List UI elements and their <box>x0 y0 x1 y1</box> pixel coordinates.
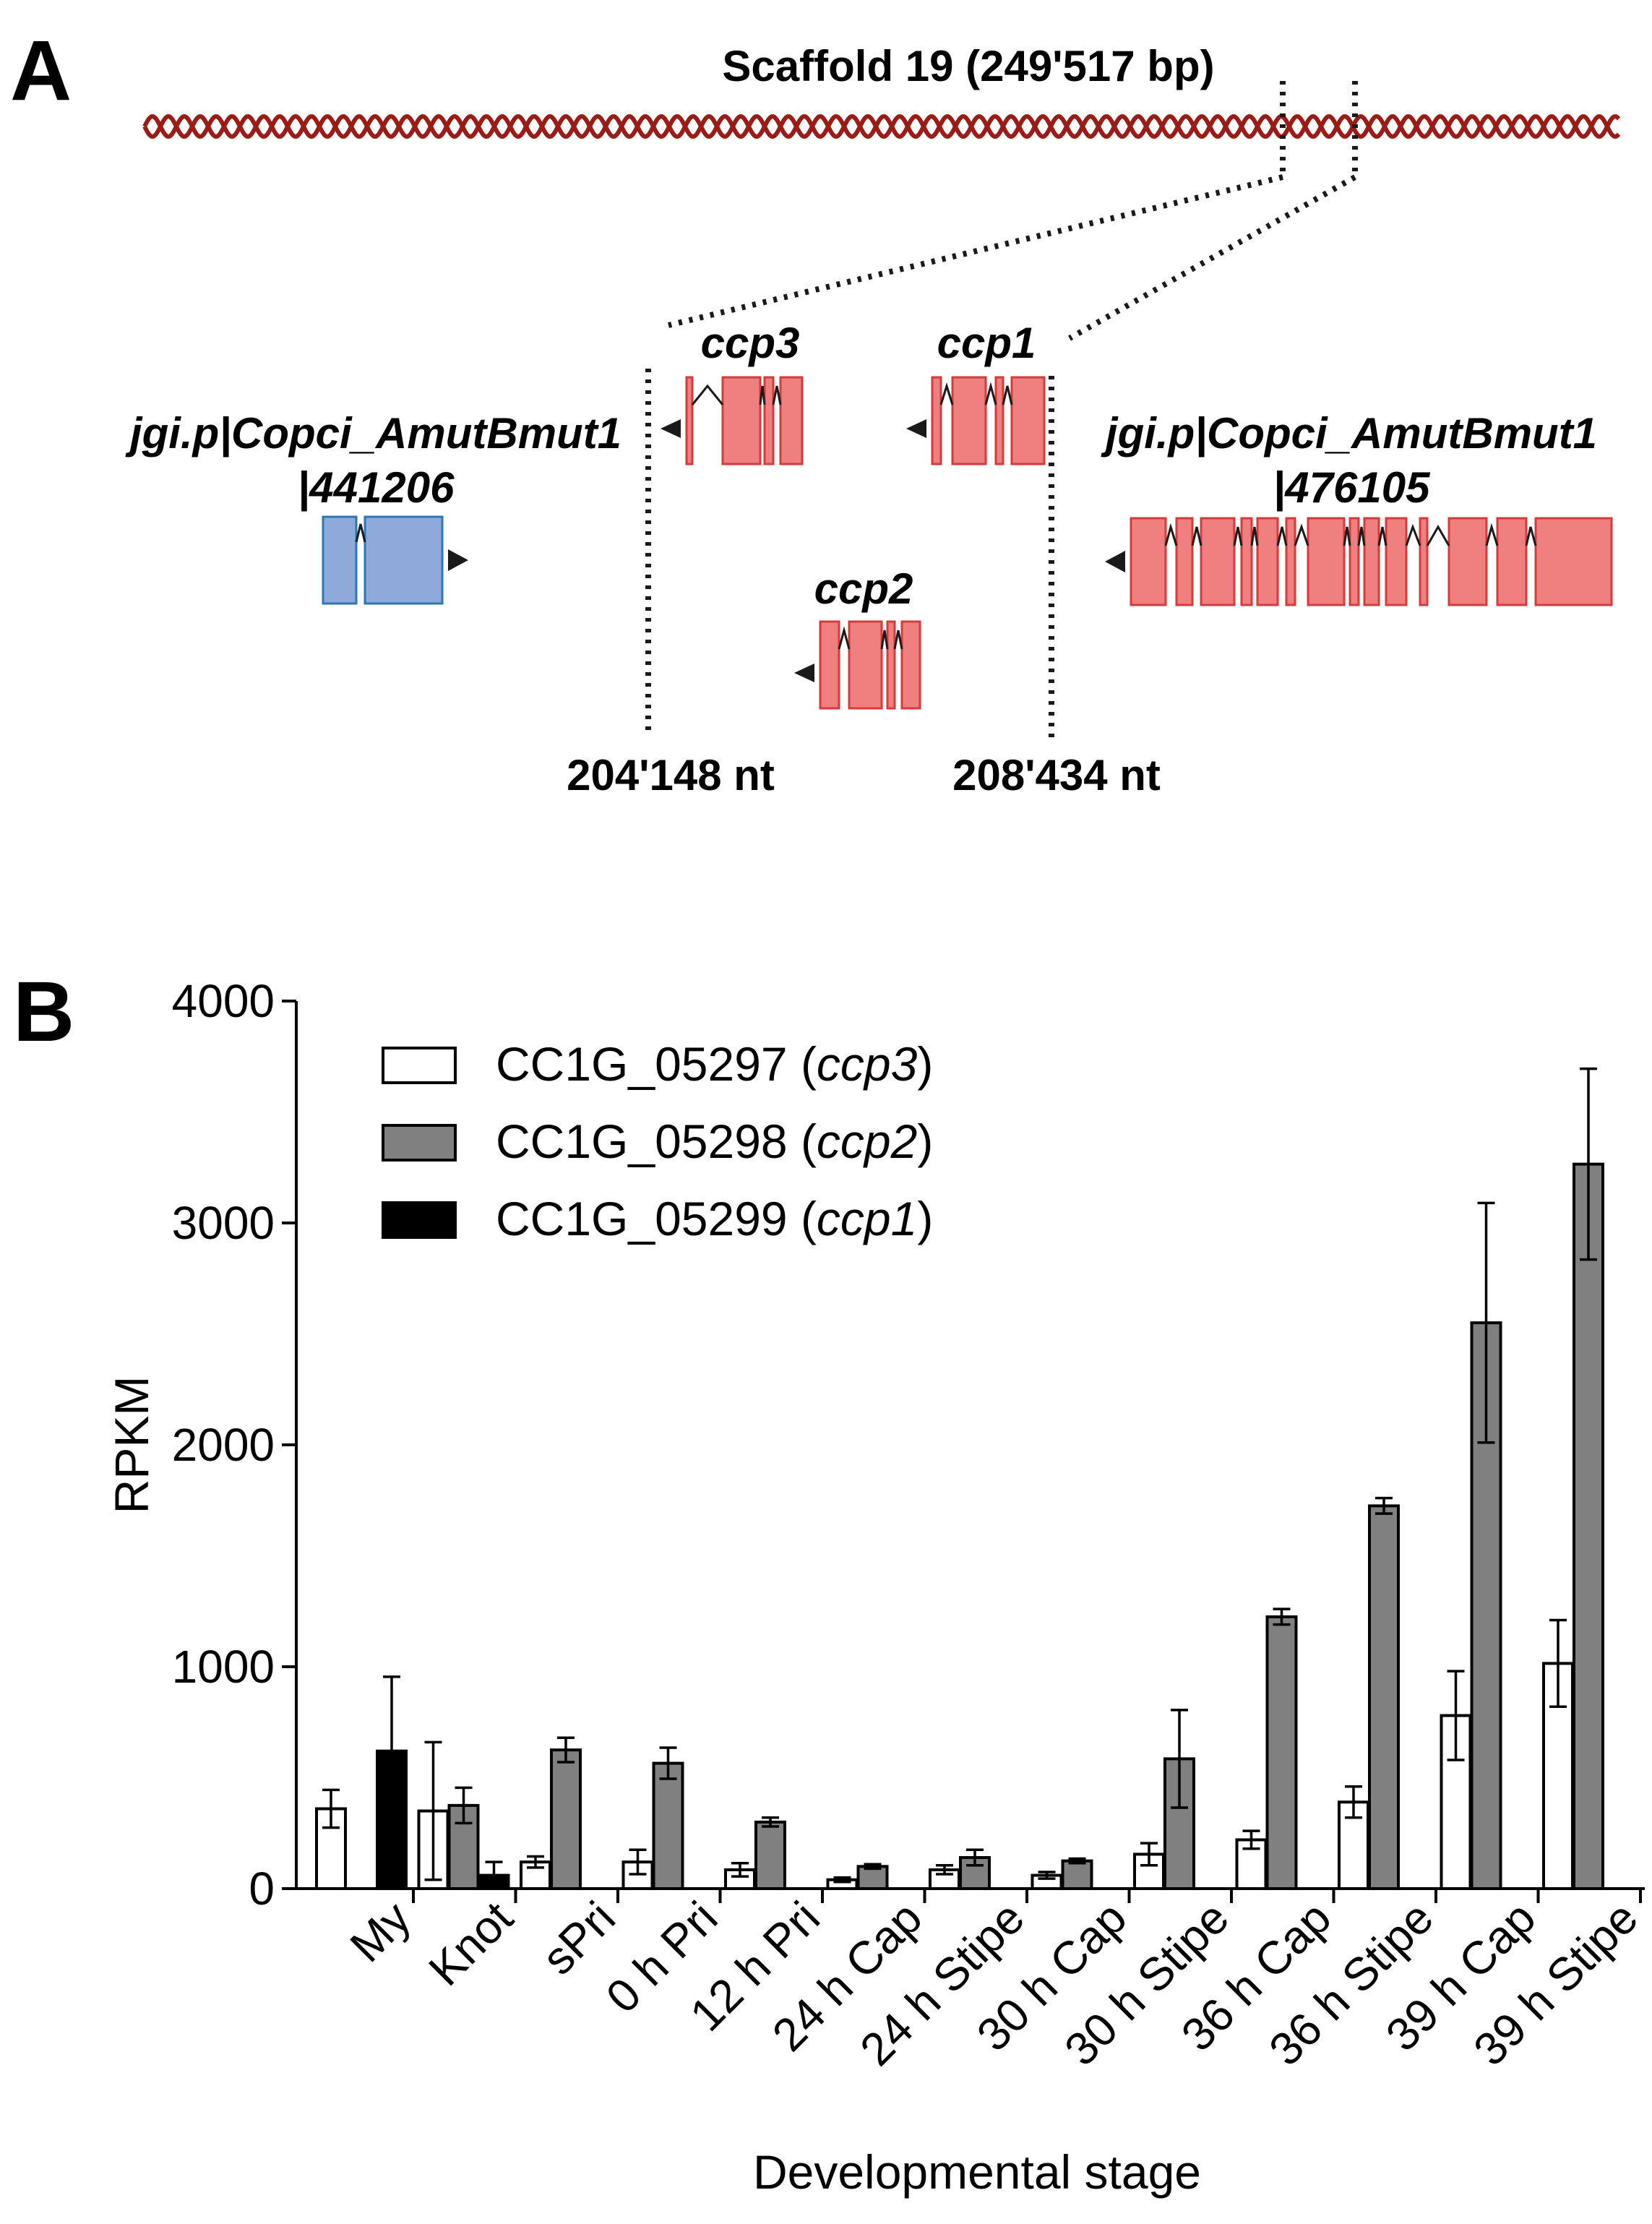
bars <box>315 1162 1604 1891</box>
gene-441206 <box>322 515 468 605</box>
y-tick-label: 2000 <box>172 1419 275 1471</box>
bar-ccp2 <box>1573 1162 1604 1890</box>
legend-label-ccp3: CC1G_05297 (ccp3) <box>496 1037 933 1091</box>
panel-a: A Scaffold 19 (249'517 bp) jgi.p|Copci_A… <box>10 23 1621 799</box>
ccp3-label: ccp3 <box>701 319 800 367</box>
y-tick-label: 4000 <box>172 975 275 1027</box>
legend-label-ccp1: CC1G_05299 (ccp1) <box>496 1192 933 1245</box>
y-axis-ticks: 0 1000 2000 3000 4000 <box>172 975 296 1915</box>
dna-strand-1 <box>142 114 1621 139</box>
bar-ccp2 <box>1368 1504 1400 1891</box>
legend: CC1G_05297 (ccp3) CC1G_05298 (ccp2) CC1G_0… <box>382 1037 933 1245</box>
y-tick-label: 3000 <box>172 1197 275 1249</box>
bar-ccp2 <box>1265 1615 1298 1891</box>
zoom-guides <box>645 81 1358 737</box>
bar-ccp2 <box>754 1820 786 1890</box>
direction-arrow-icon <box>661 419 681 438</box>
y-tick-label: 0 <box>249 1863 275 1915</box>
x-axis-label: Developmental stage <box>753 2145 1201 2199</box>
scaffold-title: Scaffold 19 (249'517 bp) <box>722 42 1214 90</box>
legend-label-ccp2: CC1G_05298 (ccp2) <box>496 1115 933 1168</box>
right-gene-label-line2: |476105 <box>1273 463 1431 512</box>
gene-476105 <box>1105 517 1613 606</box>
coord-left-label: 204'148 nt <box>567 751 775 799</box>
y-axis-label: RPKM <box>105 1376 158 1514</box>
legend-swatch-ccp1 <box>382 1201 457 1239</box>
direction-arrow-icon <box>1105 551 1125 572</box>
direction-arrow-icon <box>448 549 468 571</box>
scaffold-dna-helix <box>142 114 1621 139</box>
gene-ccp2 <box>794 620 921 710</box>
zoom-line-right <box>1068 174 1356 341</box>
bar-ccp2 <box>550 1748 582 1890</box>
panel-b-label: B <box>13 964 74 1060</box>
dna-strand-2 <box>142 114 1621 139</box>
bar-ccp2 <box>652 1761 684 1890</box>
panel-a-label: A <box>10 23 72 119</box>
left-gene-label-line2: |441206 <box>297 463 455 512</box>
direction-arrow-icon <box>794 664 814 682</box>
coord-right-label: 208'434 nt <box>952 751 1161 799</box>
legend-swatch-ccp2 <box>382 1124 457 1162</box>
ccp2-label: ccp2 <box>814 564 913 613</box>
gene-ccp1 <box>906 376 1046 465</box>
ccp1-label: ccp1 <box>937 319 1036 367</box>
bar-ccp2 <box>1061 1859 1093 1890</box>
legend-swatch-ccp3 <box>382 1047 457 1084</box>
x-tick-label: Knot <box>418 1892 522 1996</box>
zoom-line-left <box>668 174 1283 328</box>
error-bars <box>322 1067 1597 1890</box>
x-tick-label: My <box>340 1892 421 1972</box>
left-gene-label-line1: jgi.p|Copci_AmutBmut1 <box>125 409 621 458</box>
direction-arrow-icon <box>906 419 926 438</box>
y-tick-label: 1000 <box>172 1641 275 1693</box>
right-gene-label-line1: jgi.p|Copci_AmutBmut1 <box>1101 409 1597 458</box>
gene-ccp3 <box>661 376 804 465</box>
